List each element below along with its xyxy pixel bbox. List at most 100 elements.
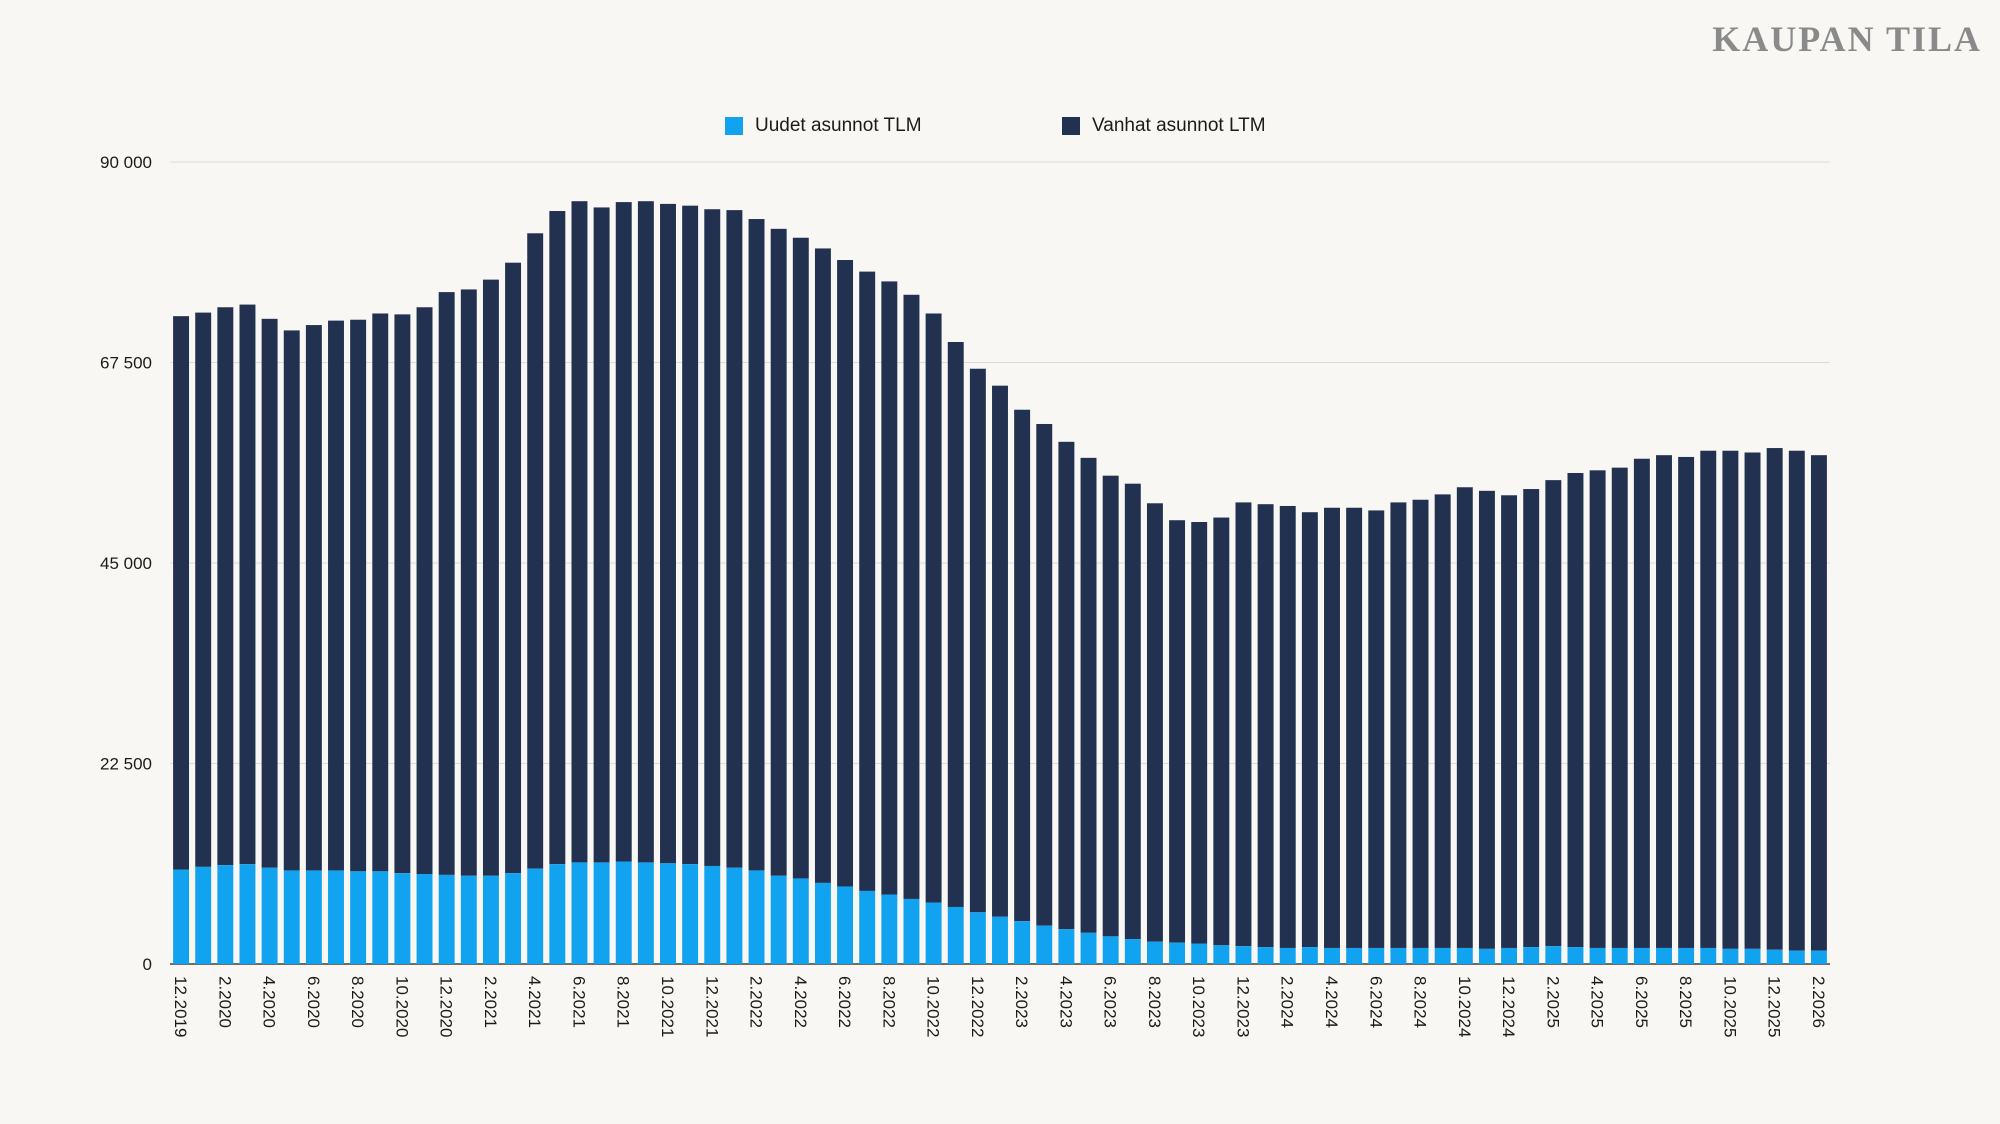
bar-new-homes	[350, 871, 367, 964]
bar-old-homes	[1257, 504, 1274, 948]
y-tick-label: 67 500	[100, 354, 152, 373]
bar-old-homes	[704, 209, 721, 866]
bar-old-homes	[881, 281, 898, 895]
bar-old-homes	[1501, 495, 1518, 948]
bar-old-homes	[1346, 507, 1363, 948]
bar-new-homes	[1478, 948, 1495, 964]
x-tick-label: 8.2025	[1676, 976, 1695, 1028]
bar-old-homes	[1080, 457, 1097, 933]
bar-new-homes	[593, 862, 610, 964]
y-tick-label: 90 000	[100, 153, 152, 172]
x-axis-tick-labels: 12.2019 2.2020 4.2020 6.2020 8.2020 10.2020 12…	[171, 976, 1828, 1037]
x-tick-label: 6.2024	[1366, 976, 1385, 1028]
bar-old-homes	[859, 271, 876, 891]
bar-new-homes	[726, 867, 743, 964]
legend-item-old-homes: Vanhat asunnot LTM	[1062, 115, 1266, 137]
x-tick-label: 8.2023	[1145, 976, 1164, 1028]
x-tick-label: 2.2026	[1809, 976, 1828, 1028]
bar-new-homes	[615, 861, 632, 964]
bar-old-homes	[814, 248, 831, 883]
bar-old-homes	[1301, 512, 1318, 948]
legend-swatch-old-homes	[1062, 117, 1080, 135]
bar-old-homes	[1058, 441, 1075, 930]
bar-old-homes	[1324, 507, 1340, 948]
bar-new-homes	[660, 863, 676, 964]
bar-new-homes	[1368, 947, 1385, 964]
bar-new-homes	[814, 882, 831, 964]
bar-old-homes	[1124, 483, 1141, 940]
x-tick-label: 10.2020	[392, 976, 411, 1037]
legend-label-new-homes: Uudet asunnot TLM	[755, 115, 922, 136]
x-tick-label: 10.2021	[658, 976, 677, 1037]
x-tick-label: 12.2024	[1499, 976, 1518, 1037]
bar-old-homes	[1390, 502, 1407, 948]
bar-new-homes	[1213, 945, 1230, 964]
bar-old-homes	[1279, 505, 1296, 948]
bar-old-homes	[637, 201, 654, 863]
bar-new-homes	[173, 869, 190, 964]
bar-new-homes	[416, 873, 433, 964]
bar-old-homes	[1678, 456, 1695, 948]
bar-old-homes	[1611, 467, 1628, 948]
bar-old-homes	[1434, 494, 1451, 948]
bar-new-homes	[1810, 950, 1827, 964]
bar-new-homes	[505, 873, 522, 964]
bar-old-homes	[748, 219, 765, 871]
bar-old-homes	[394, 314, 411, 874]
x-tick-label: 8.2022	[879, 976, 898, 1028]
bar-old-homes	[1766, 448, 1783, 950]
bar-new-homes	[1146, 941, 1163, 964]
x-tick-label: 10.2023	[1189, 976, 1208, 1037]
bar-old-homes	[925, 313, 942, 903]
bar-new-homes	[1788, 950, 1805, 964]
x-tick-label: 6.2023	[1101, 976, 1120, 1028]
bar-new-homes	[1434, 947, 1451, 964]
bar-old-homes	[1412, 499, 1429, 948]
bar-new-homes	[1589, 947, 1606, 964]
bar-new-homes	[217, 865, 234, 964]
x-tick-label: 2.2021	[481, 976, 500, 1028]
bar-old-homes	[1036, 423, 1053, 926]
x-tick-label: 12.2023	[1233, 976, 1252, 1037]
x-tick-label: 2.2022	[747, 976, 766, 1028]
bar-new-homes	[637, 862, 654, 964]
y-tick-label: 0	[143, 955, 152, 974]
x-tick-label: 8.2021	[614, 976, 633, 1028]
bar-old-homes	[1456, 487, 1473, 948]
x-tick-label: 4.2022	[791, 976, 810, 1028]
bar-new-homes	[1523, 947, 1540, 964]
bar-new-homes	[947, 906, 964, 964]
bar-new-homes	[837, 886, 854, 964]
x-tick-label: 12.2020	[437, 976, 456, 1037]
x-tick-label: 4.2020	[260, 976, 279, 1028]
bar-old-homes	[1523, 489, 1540, 948]
bar-old-homes	[947, 342, 964, 907]
x-tick-label: 4.2021	[525, 976, 544, 1028]
bar-new-homes	[1080, 932, 1097, 964]
bar-old-homes	[1589, 470, 1606, 948]
bar-new-homes	[1567, 947, 1584, 964]
bar-old-homes	[350, 319, 367, 872]
bar-new-homes	[1014, 921, 1031, 964]
bar-new-homes	[482, 875, 499, 964]
bar-new-homes	[1301, 947, 1318, 964]
x-tick-label: 10.2024	[1455, 976, 1474, 1037]
x-tick-label: 10.2022	[924, 976, 943, 1037]
bar-old-homes	[460, 289, 477, 876]
bar-new-homes	[328, 870, 344, 964]
bar-new-homes	[438, 874, 455, 964]
bar-old-homes	[416, 307, 433, 874]
bar-new-homes	[682, 864, 699, 964]
bar-new-homes	[394, 873, 411, 964]
x-tick-label: 8.2024	[1411, 976, 1430, 1028]
bar-new-homes	[1390, 947, 1407, 964]
bar-new-homes	[748, 870, 765, 964]
legend-swatch-new-homes	[725, 117, 743, 135]
bar-old-homes	[770, 228, 787, 876]
bar-new-homes	[305, 870, 322, 964]
legend-item-new-homes: Uudet asunnot TLM	[725, 115, 922, 137]
bar-old-homes	[615, 202, 632, 862]
bar-old-homes	[1368, 510, 1385, 948]
bar-old-homes	[1744, 452, 1761, 949]
